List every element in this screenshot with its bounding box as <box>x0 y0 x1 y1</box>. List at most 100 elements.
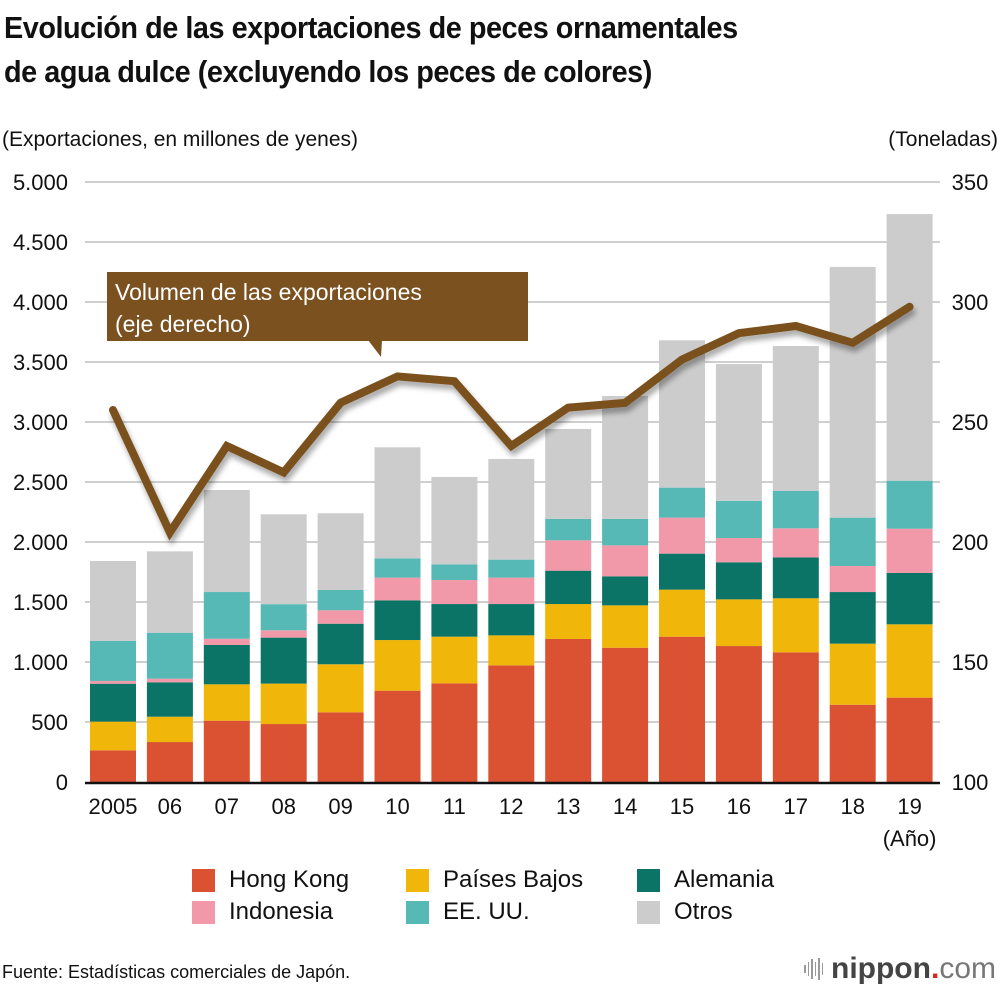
bar-segment-pa-ses-bajos <box>374 640 421 691</box>
bar-stack-18 <box>829 266 876 782</box>
x-tick-label: 18 <box>840 794 864 819</box>
bar-segment-indonesia <box>659 517 705 554</box>
bar-stack-09 <box>317 513 364 782</box>
bar-segment-hong-kong <box>260 724 307 782</box>
bar-segment-ee-uu- <box>659 487 705 518</box>
bar-segment-otros <box>317 513 364 590</box>
left-tick-label: 5.000 <box>13 170 68 195</box>
left-tick-label: 2.500 <box>13 470 68 495</box>
bar-segment-ee-uu- <box>374 558 421 578</box>
bar-segment-pa-ses-bajos <box>772 598 819 653</box>
line-annotation-callout: Volumen de las exportaciones (eje derech… <box>107 272 528 357</box>
logo-dot: . <box>930 952 940 985</box>
callout-tail <box>368 340 382 357</box>
legend-swatch <box>406 868 429 892</box>
bar-segment-indonesia <box>90 680 136 684</box>
right-tick-label: 200 <box>952 530 989 555</box>
bar-segment-indonesia <box>260 630 307 638</box>
bar-segment-alemania <box>374 600 421 641</box>
x-axis-ticks: 2005 06 07 08 09 10 11 12 13 14 15 16 17 18 19 <box>89 794 922 819</box>
right-tick-label: 100 <box>952 770 989 795</box>
source-note: Fuente: Estadísticas comerciales de Japó… <box>2 962 351 982</box>
stacked-bars <box>90 214 933 782</box>
bar-segment-pa-ses-bajos <box>602 605 649 648</box>
bar-segment-alemania <box>90 683 136 722</box>
x-tick-label: 08 <box>271 794 295 819</box>
bar-stack-10 <box>374 447 421 782</box>
chart-title: Evolución de las exportaciones de peces … <box>4 6 738 94</box>
legend-swatch <box>637 868 660 892</box>
bar-segment-alemania <box>260 637 307 684</box>
legend-item: Otros <box>637 898 817 926</box>
bar-segment-otros <box>374 447 421 559</box>
legend-swatch <box>192 900 215 924</box>
bar-segment-pa-ses-bajos <box>715 599 762 647</box>
left-tick-label: 2.000 <box>13 530 68 555</box>
left-tick-label: 1.500 <box>13 590 68 615</box>
left-tick-label: 3.500 <box>13 350 68 375</box>
right-axis-title: (Toneladas) <box>888 128 998 151</box>
chart-plot: 0 500 1.000 1.500 2.000 2.500 3.000 3.500 4.000 4… <box>13 170 989 851</box>
bar-segment-ee-uu- <box>715 500 762 539</box>
bar-segment-ee-uu- <box>829 517 876 566</box>
bar-segment-alemania <box>886 572 933 625</box>
bar-segment-pa-ses-bajos <box>488 635 535 666</box>
bar-segment-alemania <box>659 553 705 590</box>
bar-segment-otros <box>659 340 705 488</box>
left-tick-label: 3.000 <box>13 410 68 435</box>
bar-segment-ee-uu- <box>488 559 535 578</box>
bar-segment-pa-ses-bajos <box>203 684 250 721</box>
left-tick-label: 4.500 <box>13 230 68 255</box>
bar-segment-hong-kong <box>602 647 649 782</box>
left-tick-label: 500 <box>31 710 68 735</box>
bar-segment-pa-ses-bajos <box>317 664 364 713</box>
bar-segment-hong-kong <box>203 720 250 782</box>
bar-segment-hong-kong <box>545 638 592 782</box>
logo-sound-bars-icon <box>804 958 823 980</box>
bar-segment-hong-kong <box>659 636 705 782</box>
legend-swatch <box>406 900 429 924</box>
bar-stack-12 <box>488 458 535 782</box>
callout-text-line-2: (eje derecho) <box>115 311 251 337</box>
bar-segment-pa-ses-bajos <box>659 589 705 637</box>
bar-segment-indonesia <box>829 566 876 593</box>
legend: Hong Kong Países Bajos Alemania Indonesia EE… <box>192 866 817 926</box>
legend-swatch <box>192 868 215 892</box>
left-tick-label: 4.000 <box>13 290 68 315</box>
bar-segment-hong-kong <box>146 742 193 782</box>
x-tick-label: 10 <box>385 794 409 819</box>
bar-segment-ee-uu- <box>886 480 933 529</box>
bar-segment-alemania <box>146 682 193 717</box>
left-tick-label: 1.000 <box>13 650 68 675</box>
legend-label: Indonesia <box>229 898 334 925</box>
bar-stack-19 <box>886 214 933 782</box>
bar-stack-06 <box>146 551 193 782</box>
legend-label: Países Bajos <box>443 866 584 893</box>
bar-segment-indonesia <box>146 678 193 683</box>
bar-segment-otros <box>715 364 762 501</box>
legend-item: Hong Kong <box>192 866 406 894</box>
bar-segment-alemania <box>545 570 592 605</box>
right-tick-label: 300 <box>952 290 989 315</box>
x-tick-label: 09 <box>328 794 352 819</box>
bar-segment-indonesia <box>488 577 535 605</box>
bar-segment-otros <box>886 214 933 481</box>
bar-segment-hong-kong <box>886 697 933 782</box>
bar-segment-indonesia <box>431 580 478 605</box>
bar-segment-pa-ses-bajos <box>146 716 193 743</box>
bar-segment-pa-ses-bajos <box>431 636 478 684</box>
bar-stack-07 <box>203 490 250 782</box>
bar-segment-pa-ses-bajos <box>260 683 307 725</box>
bar-segment-indonesia <box>772 528 819 558</box>
left-tick-label: 0 <box>56 770 68 795</box>
bar-stack-14 <box>602 395 649 782</box>
bar-segment-pa-ses-bajos <box>545 604 592 639</box>
bar-segment-otros <box>602 395 649 519</box>
bar-stack-16 <box>715 364 762 782</box>
bar-segment-indonesia <box>715 538 762 563</box>
bar-segment-ee-uu- <box>317 590 364 611</box>
legend-item: Países Bajos <box>406 866 637 894</box>
right-axis-ticks: 100 150 200 250 300 350 <box>952 170 989 795</box>
legend-label: Otros <box>674 898 733 925</box>
volume-line-layer <box>109 302 914 541</box>
